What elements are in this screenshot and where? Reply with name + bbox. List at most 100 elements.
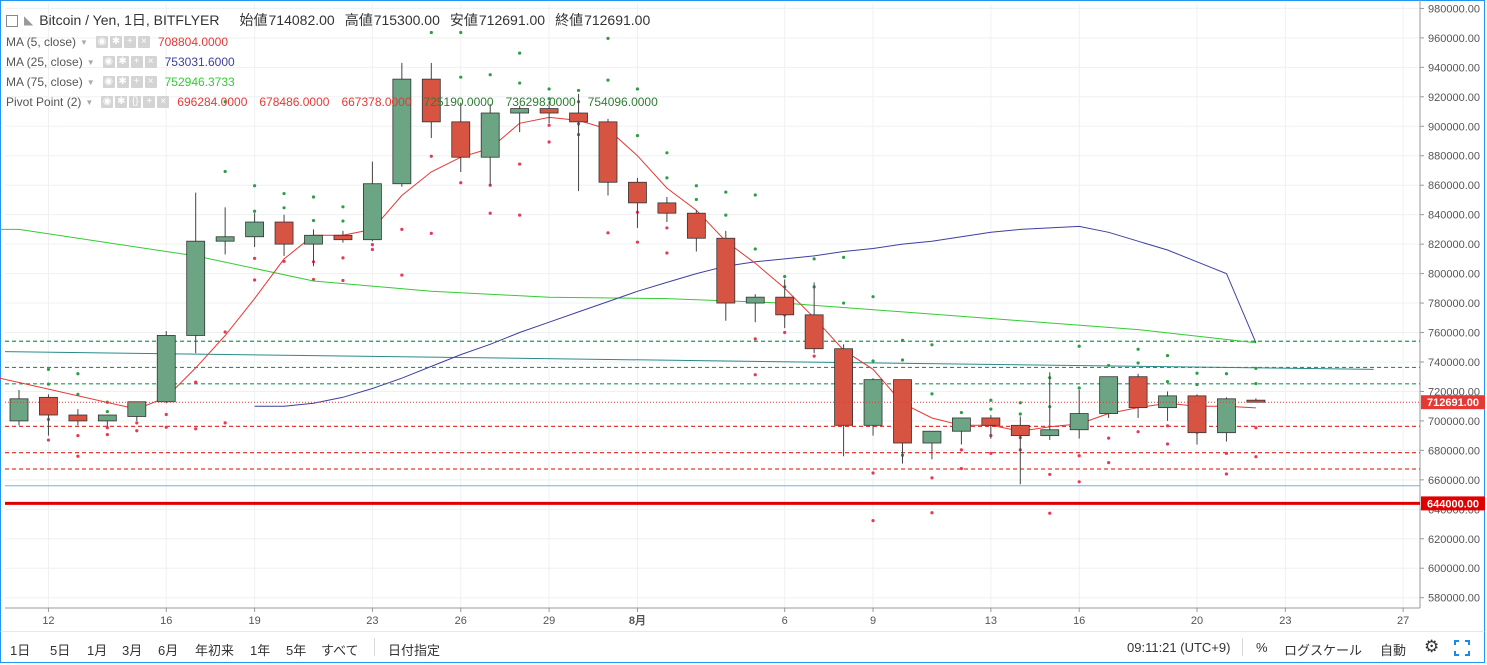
pivot-dot bbox=[370, 247, 374, 252]
pivot-dot bbox=[341, 278, 345, 283]
bottom-toolbar: 1日 5日 1月 3月 6月 年初来 1年 5年 すべて 日付指定 09:11:… bbox=[0, 632, 1485, 662]
eye-icon[interactable]: ◉ bbox=[102, 56, 115, 68]
pivot-dot bbox=[665, 151, 669, 155]
candle-body bbox=[362, 183, 382, 241]
candle-body bbox=[39, 396, 58, 416]
candle-body bbox=[9, 398, 29, 422]
pivot-dot bbox=[223, 421, 227, 425]
add-icon[interactable]: + bbox=[123, 36, 136, 48]
gear-icon[interactable]: ⚙ bbox=[1424, 637, 1440, 656]
indicator-name[interactable]: MA (25, close) bbox=[6, 55, 83, 69]
pivot-dot bbox=[694, 197, 698, 202]
x-tick-label: 29 bbox=[543, 615, 555, 627]
pivot-dot bbox=[989, 398, 993, 402]
symbol-title[interactable]: Bitcoin / Yen, 1日, BITFLYER bbox=[39, 12, 220, 28]
pivot-dot bbox=[1077, 344, 1081, 348]
pivot-dot bbox=[1107, 461, 1111, 465]
add-icon[interactable]: + bbox=[130, 76, 143, 88]
gear-icon[interactable]: ✱ bbox=[116, 76, 129, 88]
range-5d[interactable]: 5日 bbox=[50, 643, 71, 658]
candle-body bbox=[215, 236, 235, 242]
range-3m[interactable]: 3月 bbox=[122, 643, 143, 658]
pivot-dot bbox=[753, 373, 757, 377]
candle-body bbox=[686, 212, 706, 239]
gear-icon[interactable]: ✱ bbox=[109, 36, 122, 48]
log-scale-toggle[interactable]: ログスケール bbox=[1284, 643, 1363, 658]
close-icon[interactable]: × bbox=[137, 36, 150, 48]
indicator-value: 752946.3733 bbox=[164, 75, 235, 89]
indicator-name[interactable]: Pivot Point (2) bbox=[6, 95, 82, 109]
range-1y[interactable]: 1年 bbox=[250, 643, 271, 658]
dropdown-caret-icon[interactable]: ▼ bbox=[80, 37, 88, 47]
range-all[interactable]: すべて bbox=[321, 643, 359, 658]
auto-scale-toggle[interactable]: 自動 bbox=[1380, 643, 1407, 658]
close-icon[interactable]: × bbox=[157, 96, 170, 108]
indicator-row[interactable]: MA (25, close) ▼ ◉ ✱ + × 753031.6000 bbox=[6, 53, 241, 71]
date-select-button[interactable]: 日付指定 bbox=[388, 643, 441, 658]
range-1m[interactable]: 1月 bbox=[87, 643, 108, 658]
dropdown-caret-icon[interactable]: ▼ bbox=[86, 77, 95, 87]
candle-body bbox=[834, 348, 853, 426]
indicator-row[interactable]: Pivot Point (2) ▼ ◉ ✱{} + × 696284.0000 678486.… bbox=[6, 93, 664, 111]
pivot-dot bbox=[576, 88, 581, 93]
gear-icon[interactable]: ✱ bbox=[115, 96, 128, 108]
pivot-dot bbox=[488, 211, 492, 215]
clock-readout[interactable]: 09:11:21 (UTC+9) bbox=[1127, 640, 1231, 655]
indicator-value: 736298.0000 bbox=[505, 95, 576, 109]
low-label: 安値 bbox=[449, 12, 478, 28]
y-tick-label: 880000.00 bbox=[1428, 151, 1480, 163]
pivot-dot bbox=[812, 257, 816, 261]
add-icon[interactable]: + bbox=[143, 96, 156, 108]
indicator-value: 696284.0000 bbox=[177, 95, 248, 109]
candle-body bbox=[952, 417, 971, 432]
y-tick-label: 900000.00 bbox=[1428, 121, 1480, 133]
pivot-dot bbox=[518, 162, 522, 166]
eye-icon[interactable]: ◉ bbox=[102, 76, 115, 88]
gear-icon[interactable]: ✱ bbox=[116, 56, 129, 68]
price-chart[interactable]: 580000.00600000.00620000.00640000.006600… bbox=[0, 0, 1487, 632]
close-icon[interactable]: × bbox=[144, 76, 157, 88]
eye-icon[interactable]: ◉ bbox=[95, 36, 108, 48]
indicator-row[interactable]: MA (5, close) ▼ ◉ ✱ + × 708804.0000 bbox=[6, 33, 234, 51]
pivot-dot bbox=[842, 255, 846, 259]
pivot-dot bbox=[871, 295, 875, 299]
indicator-name[interactable]: MA (75, close) bbox=[6, 75, 83, 89]
percent-toggle[interactable]: % bbox=[1256, 640, 1268, 655]
add-icon[interactable]: + bbox=[130, 56, 143, 68]
candle-body bbox=[68, 414, 88, 422]
pivot-dot bbox=[989, 407, 993, 411]
collapse-checkbox-icon[interactable] bbox=[6, 15, 18, 27]
pivot-dot bbox=[959, 410, 964, 415]
pivot-dot bbox=[1018, 412, 1022, 416]
pivot-dot bbox=[1107, 363, 1111, 368]
flag-icon[interactable]: ◣ bbox=[24, 13, 34, 27]
fullscreen-icon[interactable] bbox=[1454, 640, 1470, 656]
pivot-dot bbox=[871, 471, 875, 475]
candle-body bbox=[981, 417, 1001, 426]
pivot-dot bbox=[1136, 361, 1140, 365]
dropdown-caret-icon[interactable]: ▼ bbox=[86, 57, 95, 67]
pivot-dot bbox=[400, 273, 404, 277]
pivot-dot bbox=[1224, 472, 1229, 476]
pivot-dot bbox=[253, 256, 257, 260]
eye-icon[interactable]: ◉ bbox=[101, 96, 114, 108]
pivot-dot bbox=[783, 330, 787, 335]
close-icon[interactable]: × bbox=[144, 56, 157, 68]
pivot-dot bbox=[1107, 436, 1111, 440]
source-icon[interactable]: {} bbox=[129, 96, 142, 108]
pivot-dot bbox=[518, 81, 522, 85]
indicator-row[interactable]: MA (75, close) ▼ ◉ ✱ + × 752946.3733 bbox=[6, 73, 241, 91]
range-ytd[interactable]: 年初来 bbox=[195, 643, 235, 658]
pivot-dot bbox=[665, 251, 669, 255]
range-6m[interactable]: 6月 bbox=[158, 643, 179, 658]
pivot-dot bbox=[1224, 451, 1229, 455]
pivot-dot bbox=[871, 518, 875, 523]
range-1d[interactable]: 1日 bbox=[10, 643, 31, 658]
dropdown-caret-icon[interactable]: ▼ bbox=[85, 97, 94, 107]
pivot-dot bbox=[429, 231, 433, 235]
x-tick-label: 13 bbox=[985, 615, 997, 627]
x-tick-label: 23 bbox=[1279, 615, 1291, 627]
range-5y[interactable]: 5年 bbox=[286, 643, 307, 658]
indicator-name[interactable]: MA (5, close) bbox=[6, 35, 77, 49]
pivot-dot bbox=[1254, 366, 1258, 370]
